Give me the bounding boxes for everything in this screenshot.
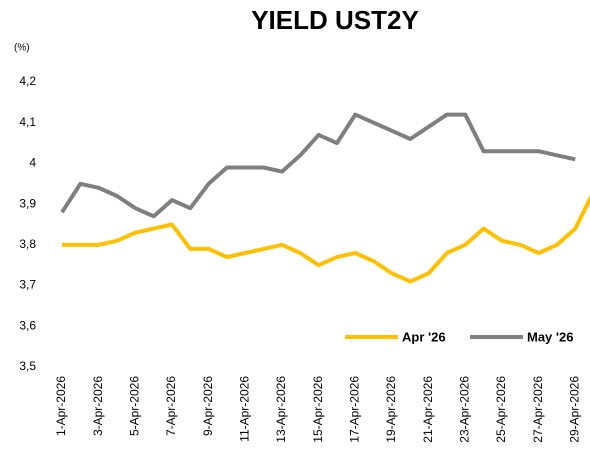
x-tick-label: 5-Apr-2026 (127, 376, 141, 436)
legend-label: Apr '26 (402, 329, 446, 344)
y-tick-label: 4 (29, 156, 36, 170)
y-tick-label: 4,1 (19, 115, 36, 129)
series-line (62, 194, 590, 284)
x-tick-label: 1-Apr-2026 (54, 376, 68, 436)
x-tick-label: 7-Apr-2026 (164, 376, 178, 436)
x-tick-label: 9-Apr-2026 (201, 376, 215, 436)
x-tick-label: 27-Apr-2026 (531, 376, 545, 443)
legend-label: May '26 (527, 329, 573, 344)
x-tick-label: 3-Apr-2026 (91, 376, 105, 436)
y-tick-label: 3,9 (19, 196, 36, 210)
y-tick-label: 3,6 (19, 318, 36, 332)
x-tick-label: 21-Apr-2026 (421, 376, 435, 443)
x-tick-label: 29-Apr-2026 (567, 376, 581, 443)
x-tick-label: 17-Apr-2026 (347, 376, 361, 443)
x-tick-label: 19-Apr-2026 (384, 376, 398, 443)
chart-title: YIELD UST2Y (251, 5, 419, 35)
x-tick-label: 25-Apr-2026 (494, 376, 508, 443)
y-tick-label: 3,8 (19, 237, 36, 251)
y-tick-label: 3,7 (19, 278, 36, 292)
x-tick-label: 23-Apr-2026 (457, 376, 471, 443)
x-tick-label: 13-Apr-2026 (274, 376, 288, 443)
y-axis-label: (%) (14, 43, 30, 54)
x-tick-label: 11-Apr-2026 (237, 376, 251, 442)
series-line (60, 112, 576, 219)
x-tick-label: 15-Apr-2026 (311, 376, 325, 443)
y-tick-label: 4,2 (19, 74, 36, 88)
y-tick-label: 3,5 (19, 359, 36, 373)
